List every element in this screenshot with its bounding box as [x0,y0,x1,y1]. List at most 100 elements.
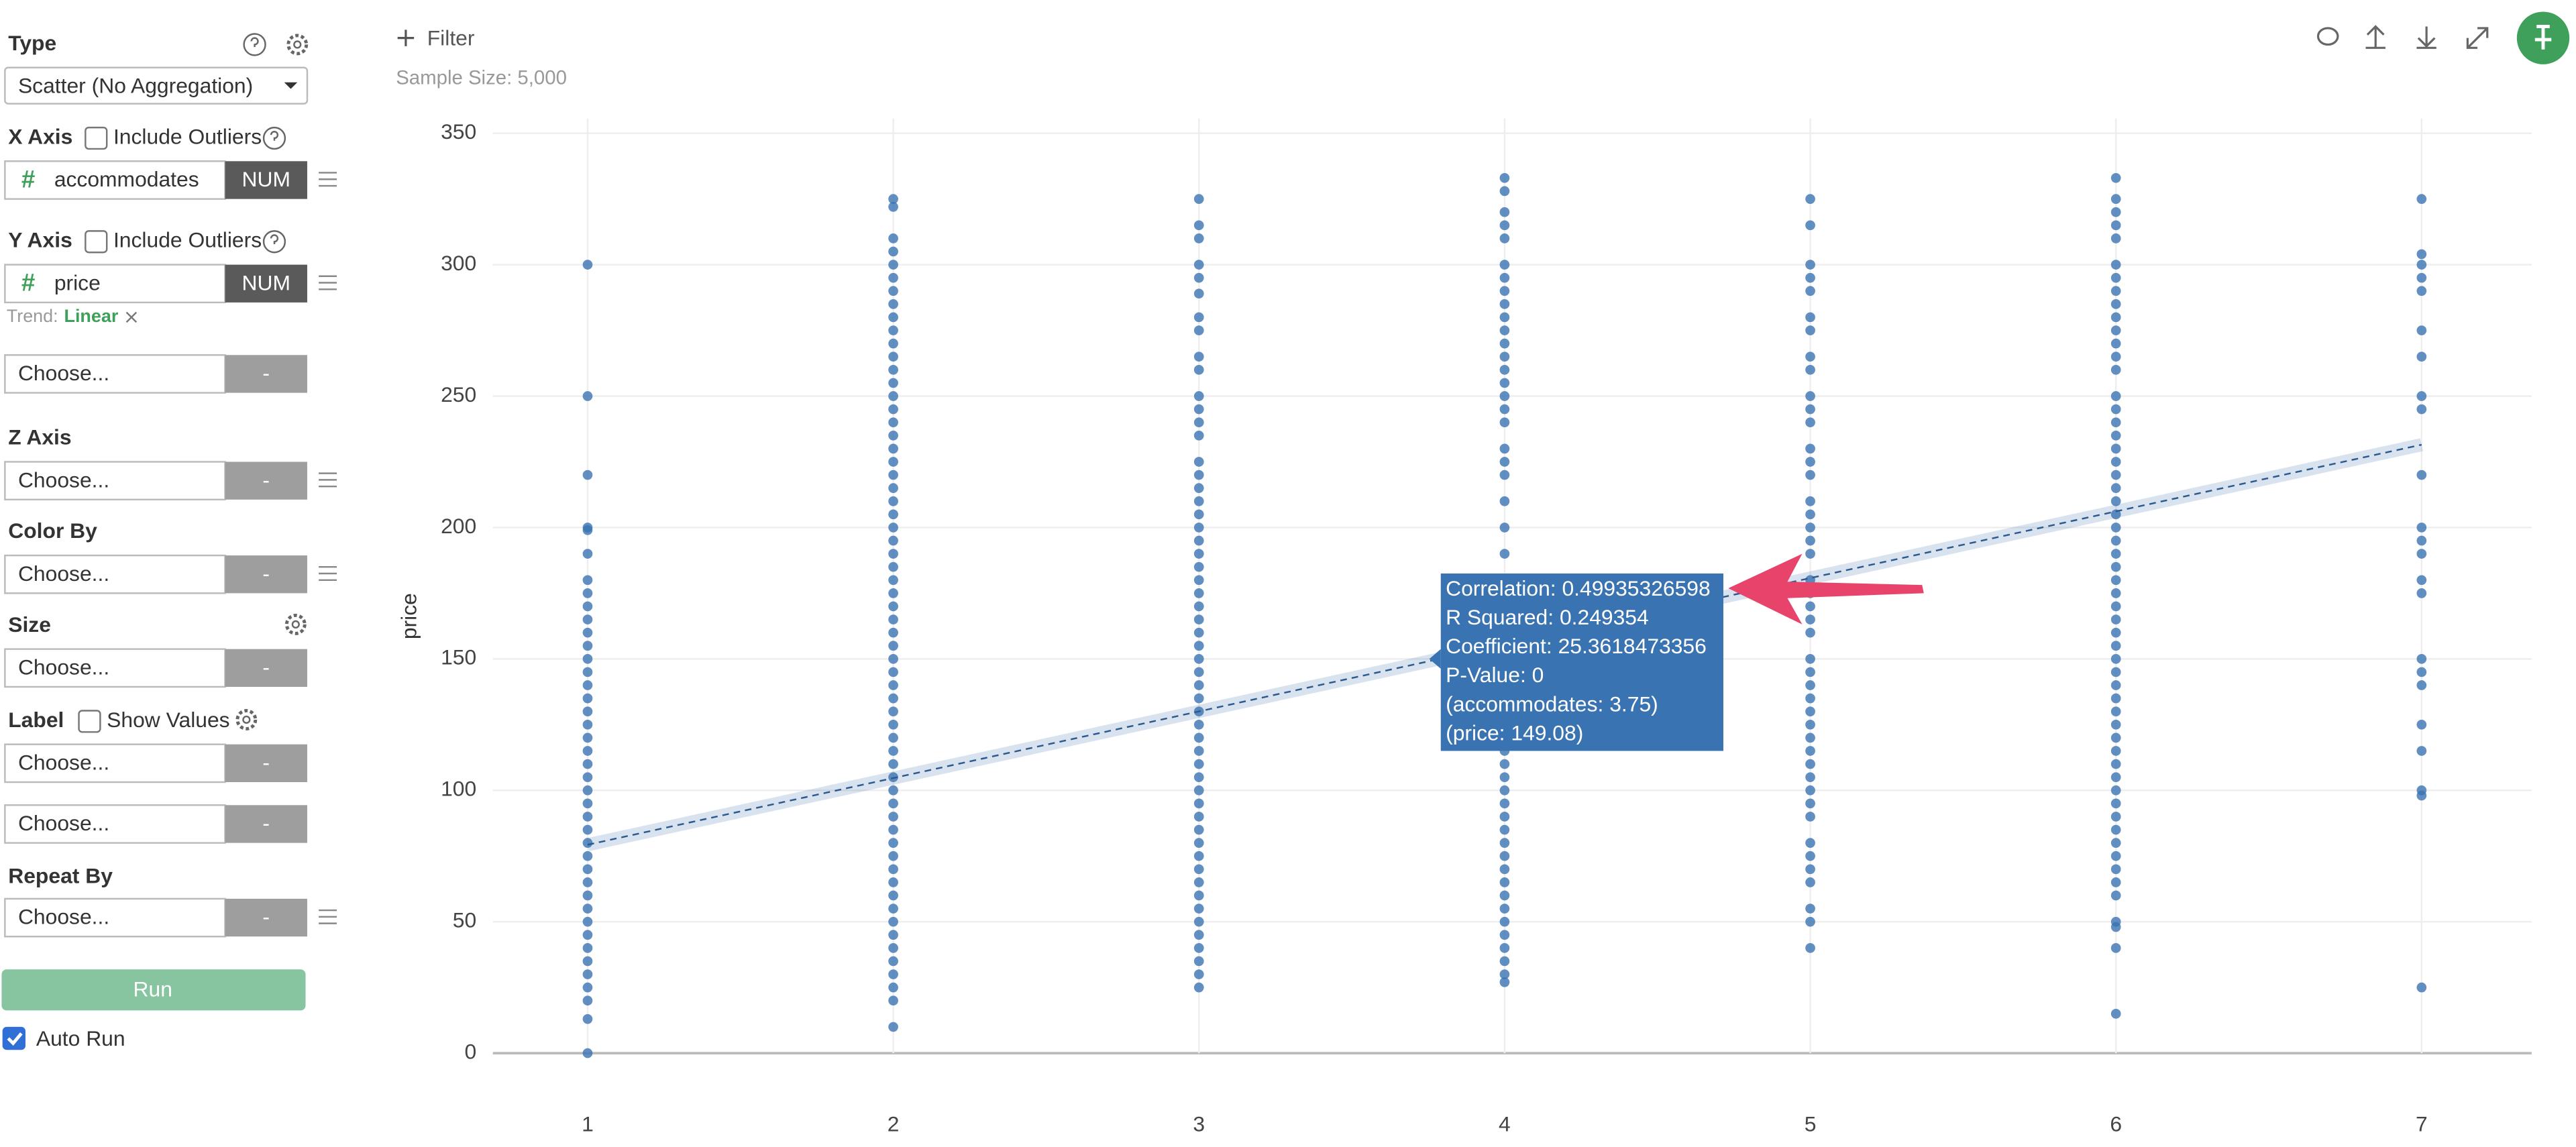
field-button-label[interactable]: - [262,561,270,586]
scatter-point[interactable] [1193,654,1204,664]
scatter-point[interactable] [1805,864,1815,875]
scatter-point[interactable] [888,904,898,914]
scatter-point[interactable] [1805,916,1815,927]
scatter-point[interactable] [2110,417,2121,428]
scatter-point[interactable] [1499,798,1510,809]
scatter-point[interactable] [1193,575,1204,586]
scatter-point[interactable] [1805,272,1815,283]
scatter-point[interactable] [888,457,898,467]
scatter-point[interactable] [1805,601,1815,612]
field-button[interactable] [225,649,307,687]
scatter-point[interactable] [888,969,898,979]
scatter-point[interactable] [2416,680,2427,690]
scatter-point[interactable] [2110,732,2121,743]
scatter-point[interactable] [582,654,593,664]
scatter-point[interactable] [582,969,593,979]
scatter-point[interactable] [1499,523,1510,533]
scatter-point[interactable] [888,338,898,349]
scatter-point[interactable] [888,194,898,204]
scatter-point[interactable] [2110,286,2121,296]
scatter-point[interactable] [2416,194,2427,204]
type-value[interactable]: Scatter (No Aggregation) [18,74,253,98]
scatter-point[interactable] [1805,654,1815,664]
scatter-point[interactable] [1805,549,1815,559]
scatter-point[interactable] [888,549,898,559]
scatter-point[interactable] [1805,509,1815,520]
scatter-point[interactable] [888,746,898,756]
scatter-point[interactable] [1499,864,1510,875]
scatter-point[interactable] [2110,922,2121,932]
scatter-point[interactable] [1805,627,1815,638]
scatter-point[interactable] [1193,288,1204,299]
scatter-point[interactable] [888,732,898,743]
scatter-point[interactable] [888,680,898,690]
download-icon[interactable] [2416,26,2436,49]
scatter-point[interactable] [1193,496,1204,506]
scatter-point[interactable] [2110,759,2121,769]
scatter-point[interactable] [1499,496,1510,506]
scatter-point[interactable] [888,654,898,664]
scatter-point[interactable] [1193,890,1204,901]
checkbox[interactable] [78,710,101,733]
scatter-point[interactable] [1805,496,1815,506]
scatter-point[interactable] [1499,391,1510,401]
scatter-point[interactable] [1499,904,1510,914]
scatter-point[interactable] [1193,759,1204,769]
scatter-point[interactable] [582,693,593,704]
scatter-point[interactable] [1499,943,1510,953]
scatter-point[interactable] [1805,785,1815,796]
scatter-point[interactable] [2110,943,2121,953]
expand-icon[interactable] [2466,27,2489,49]
field-placeholder[interactable]: Choose... [18,561,109,586]
scatter-point[interactable] [888,470,898,480]
scatter-point[interactable] [2110,351,2121,362]
scatter-point[interactable] [1805,904,1815,914]
scatter-point[interactable] [2110,470,2121,480]
run-button[interactable] [1,969,306,1011]
checkbox[interactable] [85,230,108,254]
scatter-point[interactable] [582,877,593,887]
scatter-point[interactable] [888,430,898,441]
scatter-point[interactable] [888,509,898,520]
scatter-point[interactable] [1193,930,1204,940]
menu-icon[interactable] [319,275,337,290]
scatter-point[interactable] [2416,667,2427,677]
scatter-point[interactable] [1193,509,1204,520]
scatter-point[interactable] [1499,785,1510,796]
scatter-point[interactable] [1499,838,1510,848]
scatter-point[interactable] [1499,312,1510,323]
scatter-point[interactable] [582,391,593,401]
scatter-point[interactable] [888,364,898,375]
checkbox[interactable] [2,1026,25,1050]
field-placeholder[interactable]: Choose... [18,361,109,385]
scatter-point[interactable] [1193,851,1204,861]
scatter-point[interactable] [1805,443,1815,454]
scatter-point[interactable] [582,588,593,598]
scatter-point[interactable] [1193,260,1204,270]
scatter-point[interactable] [2110,641,2121,651]
scatter-point[interactable] [582,719,593,730]
scatter-point[interactable] [888,956,898,967]
scatter-point[interactable] [2110,706,2121,717]
scatter-point[interactable] [1805,364,1815,375]
scatter-point[interactable] [888,202,898,212]
scatter-point[interactable] [2416,404,2427,415]
scatter-point[interactable] [2416,286,2427,296]
scatter-point[interactable] [2110,654,2121,664]
scatter-point[interactable] [2416,272,2427,283]
scatter-point[interactable] [2110,877,2121,887]
scatter-point[interactable] [888,719,898,730]
scatter-point[interactable] [2110,890,2121,901]
field-placeholder[interactable]: Choose... [18,905,109,929]
scatter-point[interactable] [2110,260,2121,270]
scatter-point[interactable] [582,601,593,612]
scatter-point[interactable] [888,260,898,270]
scatter-point[interactable] [2110,233,2121,243]
field-button-label[interactable]: - [262,811,270,835]
menu-icon[interactable] [319,565,337,582]
field-type[interactable]: NUM [241,167,290,191]
scatter-point[interactable] [2416,982,2427,993]
scatter-point[interactable] [582,759,593,769]
scatter-point[interactable] [1805,404,1815,415]
scatter-point[interactable] [1193,549,1204,559]
